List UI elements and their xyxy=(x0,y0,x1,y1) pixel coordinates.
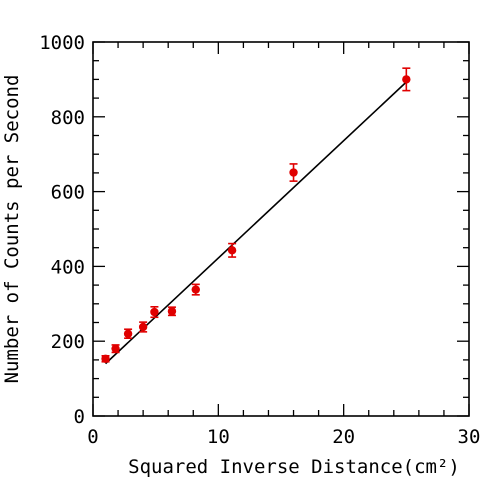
point-marker xyxy=(111,344,120,353)
fit-line xyxy=(104,81,407,365)
y-tick-label: 0 xyxy=(74,406,85,428)
axis-ticks xyxy=(92,41,470,417)
tick-labels: 0 10 20 30 0 200 400 600 800 1000 xyxy=(39,32,480,448)
data-point xyxy=(227,242,237,258)
data-point xyxy=(101,354,110,363)
data-point xyxy=(111,344,120,354)
point-marker xyxy=(167,307,177,316)
point-marker xyxy=(150,307,159,317)
x-tick-label: 20 xyxy=(332,426,355,448)
y-tick-label: 1000 xyxy=(39,32,85,54)
point-marker xyxy=(101,354,110,363)
y-tick-label: 200 xyxy=(51,331,85,353)
data-point xyxy=(402,67,411,92)
data-point xyxy=(150,305,159,319)
y-axis-label: Number of Counts per Second xyxy=(1,75,23,384)
data-point xyxy=(289,163,298,182)
x-tick-label: 0 xyxy=(87,426,98,448)
y-tick-label: 400 xyxy=(51,256,85,278)
fit-line-group xyxy=(104,81,407,365)
data-point xyxy=(123,328,133,340)
data-points xyxy=(101,67,411,363)
point-marker xyxy=(191,285,200,294)
y-tick-label: 800 xyxy=(51,107,85,129)
point-marker xyxy=(138,322,148,332)
plot-frame xyxy=(92,41,470,417)
point-marker xyxy=(289,168,298,177)
plot-border xyxy=(92,41,470,417)
y-tick-label: 600 xyxy=(51,182,85,204)
point-marker xyxy=(123,329,133,338)
data-point xyxy=(167,306,177,317)
x-tick-label: 10 xyxy=(207,426,230,448)
data-point xyxy=(191,283,200,296)
point-marker xyxy=(402,75,411,84)
x-tick-label: 30 xyxy=(458,426,481,448)
data-point xyxy=(138,321,148,333)
point-marker xyxy=(227,246,237,255)
x-axis-label: Squared Inverse Distance(cm²) xyxy=(128,456,460,478)
